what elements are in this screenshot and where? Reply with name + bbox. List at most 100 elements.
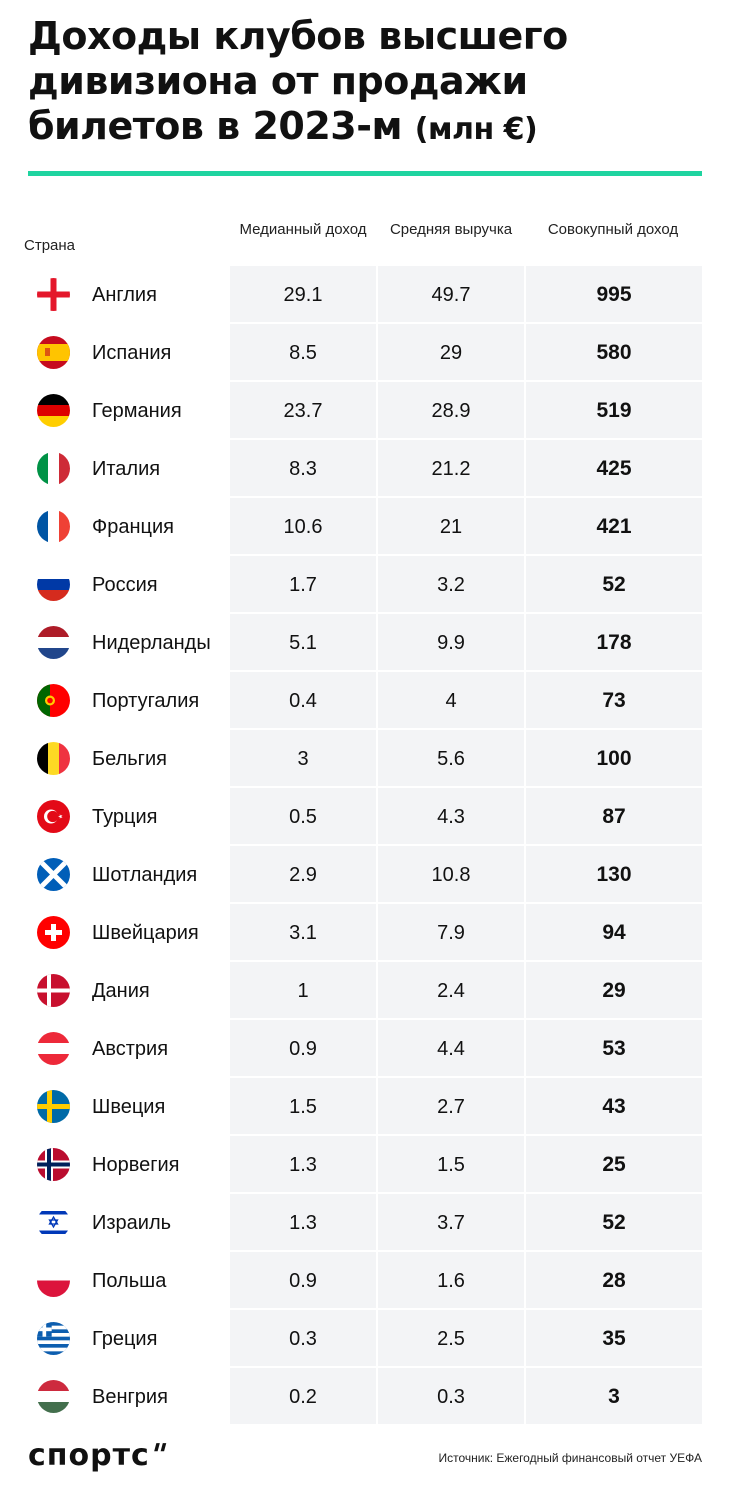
cell-bg <box>378 1252 524 1308</box>
cell-bg <box>378 614 524 670</box>
logo-text: спортс <box>28 1438 150 1473</box>
country-name: Австрия <box>92 1038 169 1060</box>
median-value: 0.4 <box>289 690 317 712</box>
median-value: 0.2 <box>289 1386 317 1408</box>
country-name: Турция <box>92 806 158 828</box>
avg-value: 10.8 <box>431 864 471 886</box>
total-value: 87 <box>602 805 626 828</box>
avg-value: 0.3 <box>437 1386 465 1408</box>
table-row: Нидерланды 5.1 9.9 178 <box>0 614 730 672</box>
country-name: Россия <box>92 574 158 596</box>
cell-bg <box>230 498 376 554</box>
cell-bg <box>378 788 524 844</box>
cell-bg <box>230 266 376 322</box>
table-row: Германия 23.7 28.9 519 <box>0 382 730 440</box>
cell-bg <box>230 1310 376 1366</box>
data-table: Англия 29.1 49.7 995 Испания 8.5 29 580 Германия… <box>0 266 730 1426</box>
table-row: Норвегия 1.3 1.5 25 <box>0 1136 730 1194</box>
cell-bg <box>230 1020 376 1076</box>
avg-value: 21.2 <box>431 458 471 480</box>
cell-bg <box>526 1136 702 1192</box>
avg-value: 9.9 <box>437 632 465 654</box>
cell-bg <box>230 1078 376 1134</box>
portugal-flag-icon <box>37 684 70 717</box>
median-value: 0.9 <box>289 1270 317 1292</box>
total-value: 421 <box>596 515 632 538</box>
median-value: 2.9 <box>289 864 317 886</box>
median-value: 5.1 <box>289 632 317 654</box>
country-name: Швеция <box>92 1096 166 1118</box>
cell-bg <box>526 1252 702 1308</box>
avg-value: 28.9 <box>431 400 471 422</box>
header-avg: Средняя выручка <box>389 221 513 238</box>
chart-title: Доходы клубов высшего дивизиона от прода… <box>28 14 708 152</box>
table-row: Австрия 0.9 4.4 53 <box>0 1020 730 1078</box>
austria-flag-icon <box>37 1032 70 1065</box>
cell-bg <box>526 1078 702 1134</box>
cell-bg <box>230 788 376 844</box>
total-value: 73 <box>602 689 626 712</box>
country-name: Испания <box>92 342 172 364</box>
chart-title-main: Доходы клубов высшего дивизиона от прода… <box>28 14 568 148</box>
country-name: Германия <box>92 400 182 422</box>
country-name: Шотландия <box>92 864 198 886</box>
cell-bg <box>526 1310 702 1366</box>
greece-flag-icon <box>37 1322 70 1355</box>
avg-value: 5.6 <box>437 748 465 770</box>
cell-bg <box>230 556 376 612</box>
spain-flag-icon <box>37 336 70 369</box>
avg-value: 7.9 <box>437 922 465 944</box>
table-row: Бельгия 3 5.6 100 <box>0 730 730 788</box>
cell-bg <box>230 730 376 786</box>
table-row: Польша 0.9 1.6 28 <box>0 1252 730 1310</box>
germany-flag-icon <box>37 394 70 427</box>
cell-bg <box>378 440 524 496</box>
avg-value: 49.7 <box>431 284 471 306</box>
cell-bg <box>526 788 702 844</box>
cell-bg <box>526 1194 702 1250</box>
median-value: 3 <box>297 748 309 770</box>
cell-bg <box>378 382 524 438</box>
table-row: Португалия 0.4 4 73 <box>0 672 730 730</box>
avg-value: 4 <box>445 690 457 712</box>
source-note: Источник: Ежегодный финансовый отчет УЕФ… <box>438 1451 702 1465</box>
cell-bg <box>526 382 702 438</box>
table-row: Израиль 1.3 3.7 52 <box>0 1194 730 1252</box>
poland-flag-icon <box>37 1264 70 1297</box>
england-flag-icon <box>37 278 70 311</box>
accent-divider <box>28 171 702 176</box>
cell-bg <box>230 614 376 670</box>
cell-bg <box>230 904 376 960</box>
median-value: 8.5 <box>289 342 317 364</box>
total-value: 35 <box>602 1327 626 1350</box>
avg-value: 29 <box>439 342 463 364</box>
total-value: 130 <box>596 863 632 886</box>
cell-bg <box>378 1310 524 1366</box>
country-name: Нидерланды <box>92 632 211 654</box>
cell-bg <box>230 440 376 496</box>
cell-bg <box>526 730 702 786</box>
median-value: 1.5 <box>289 1096 317 1118</box>
header-median: Медианный доход <box>239 221 367 238</box>
total-value: 43 <box>602 1095 626 1118</box>
table-row: Италия 8.3 21.2 425 <box>0 440 730 498</box>
cell-bg <box>230 962 376 1018</box>
france-flag-icon <box>37 510 70 543</box>
table-row: Швейцария 3.1 7.9 94 <box>0 904 730 962</box>
cell-bg <box>378 1368 524 1424</box>
country-name: Франция <box>92 516 174 538</box>
table-row: Венгрия 0.2 0.3 3 <box>0 1368 730 1426</box>
italy-flag-icon <box>37 452 70 485</box>
belgium-flag-icon <box>37 742 70 775</box>
total-value: 25 <box>602 1153 626 1176</box>
cell-bg <box>526 266 702 322</box>
cell-bg <box>378 1194 524 1250</box>
cell-bg <box>526 556 702 612</box>
avg-value: 1.6 <box>437 1270 465 1292</box>
avg-value: 21 <box>439 516 463 538</box>
table-row: Турция 0.5 4.3 87 <box>0 788 730 846</box>
total-value: 580 <box>596 341 632 364</box>
total-value: 29 <box>602 979 626 1002</box>
cell-bg <box>526 498 702 554</box>
denmark-flag-icon <box>37 974 70 1007</box>
